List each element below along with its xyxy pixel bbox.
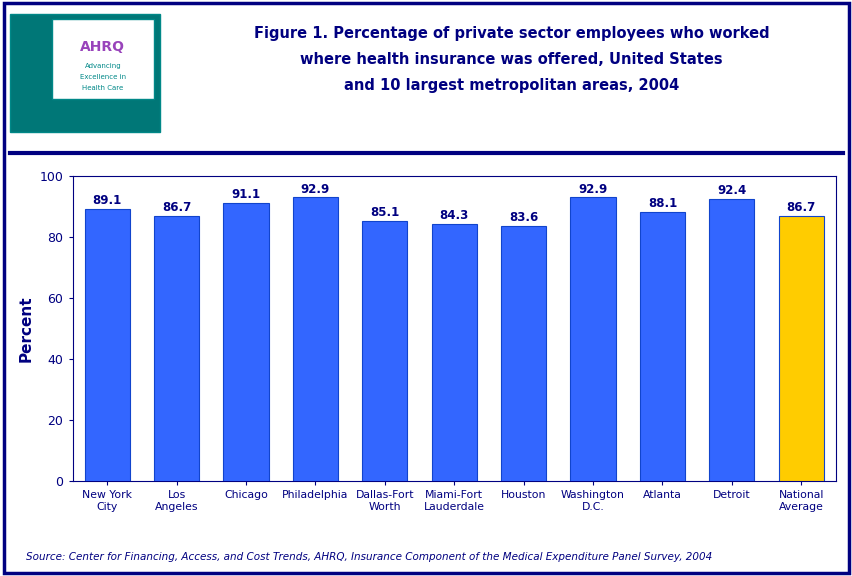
Text: 92.9: 92.9 (578, 183, 607, 195)
Bar (500, 226, 545, 481)
Text: 83.6: 83.6 (509, 211, 538, 224)
Text: 92.9: 92.9 (301, 183, 330, 195)
Text: 92.4: 92.4 (717, 184, 746, 197)
Bar (709, 199, 753, 481)
Bar (431, 223, 476, 481)
Bar (223, 203, 268, 481)
Bar (84, 209, 130, 481)
Text: Advancing: Advancing (84, 63, 121, 69)
Text: and 10 largest metropolitan areas, 2004: and 10 largest metropolitan areas, 2004 (343, 78, 679, 93)
Text: 91.1: 91.1 (231, 188, 260, 201)
Bar (778, 216, 823, 481)
Bar (639, 212, 684, 481)
Text: AHRQ: AHRQ (80, 40, 125, 54)
Text: Figure 1. Percentage of private sector employees who worked: Figure 1. Percentage of private sector e… (254, 26, 769, 41)
Bar (362, 221, 407, 481)
Text: 86.7: 86.7 (162, 202, 191, 214)
Bar (570, 198, 615, 481)
Text: 84.3: 84.3 (439, 209, 469, 222)
Text: Source: Center for Financing, Access, and Cost Trends, AHRQ, Insurance Component: Source: Center for Financing, Access, an… (26, 552, 711, 562)
Text: 86.7: 86.7 (786, 202, 815, 214)
Text: where health insurance was offered, United States: where health insurance was offered, Unit… (300, 52, 722, 67)
Bar (154, 216, 199, 481)
Text: Health Care: Health Care (82, 85, 124, 91)
Text: Excellence in: Excellence in (79, 74, 126, 80)
Text: 88.1: 88.1 (647, 197, 676, 210)
Text: 89.1: 89.1 (93, 194, 122, 207)
Bar (292, 198, 337, 481)
Text: 85.1: 85.1 (370, 206, 399, 219)
Y-axis label: Percent: Percent (19, 295, 34, 362)
